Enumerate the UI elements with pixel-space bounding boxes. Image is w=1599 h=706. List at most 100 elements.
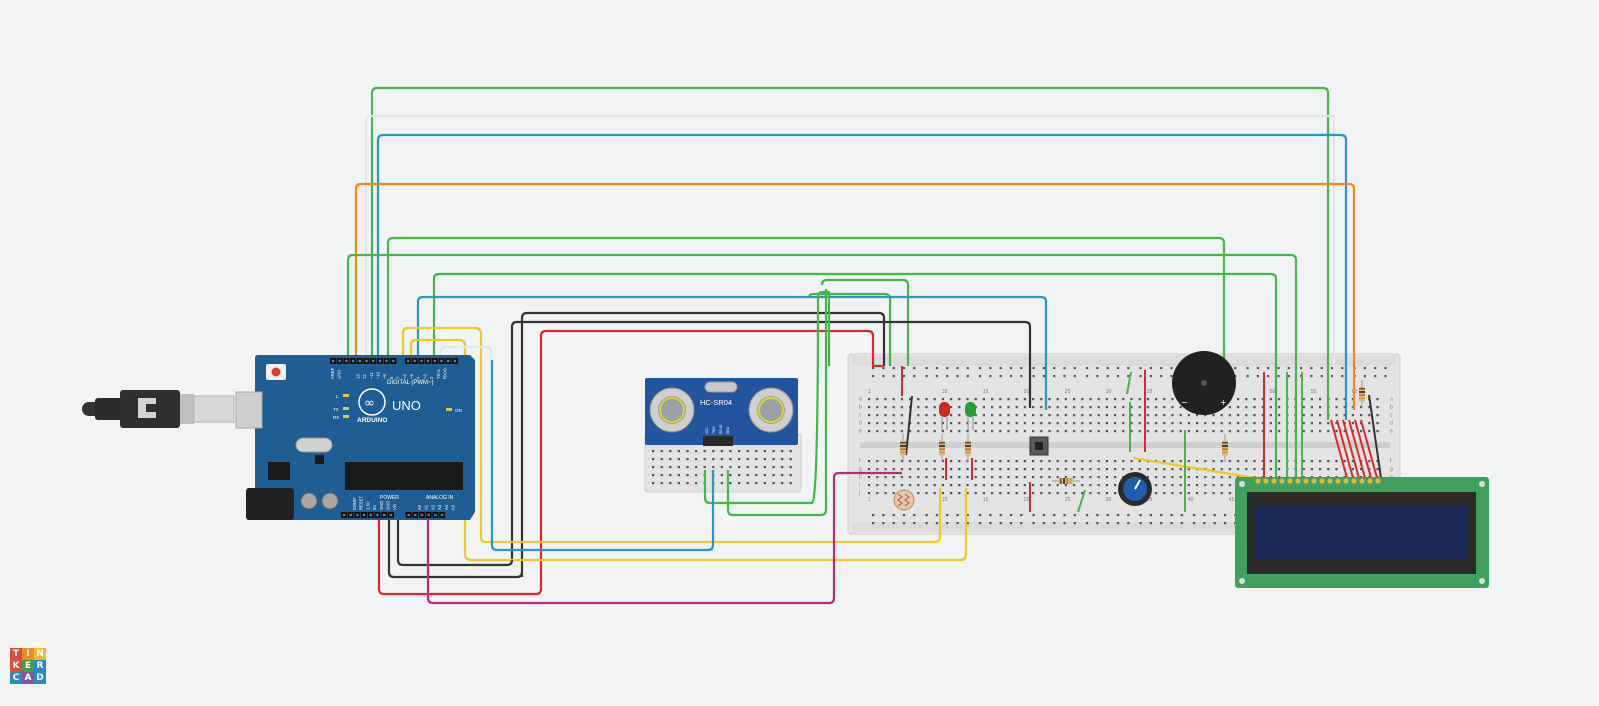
digital-pin-label: TX>1	[436, 368, 441, 379]
wire-green-sensor-trig[interactable]	[703, 290, 831, 505]
analog-pin-label: A0	[417, 504, 422, 510]
usb-cable	[82, 390, 235, 428]
resistor-led-green[interactable]	[965, 434, 971, 462]
column-number: 50	[1270, 389, 1276, 395]
wire-red-gnd[interactable]	[377, 520, 543, 596]
push-button[interactable]	[1029, 436, 1049, 456]
sensor-pin-label: TRIG	[712, 426, 716, 434]
wire-green-sensor-echo[interactable]	[820, 278, 910, 366]
mini-breadboard	[644, 433, 802, 493]
analog-pin-label: A4	[444, 504, 449, 510]
wire-magenta-a1[interactable]	[426, 471, 902, 605]
column-number: 10	[942, 497, 948, 503]
column-number: 25	[1065, 497, 1071, 503]
hc-sr04-sensor[interactable]: HC-SR04 VCC TRIG ECHO GND	[645, 378, 798, 446]
row-letter: e	[1390, 429, 1393, 435]
digital-pin-label: 13	[355, 374, 360, 379]
column-number: 15	[983, 497, 989, 503]
wire-blue-button[interactable]	[416, 295, 1048, 410]
logo-letter: D	[34, 672, 46, 684]
logo-letter: C	[10, 672, 22, 684]
led-green[interactable]	[965, 402, 976, 430]
row-letter: f	[1390, 459, 1392, 465]
sensor-label: HC-SR04	[700, 398, 732, 407]
wire-red-5v[interactable]	[539, 329, 884, 590]
led-red[interactable]	[939, 402, 950, 430]
digital-pin-label: GND	[337, 370, 342, 379]
power-label: POWER	[380, 495, 399, 501]
row-letter: i	[859, 483, 860, 489]
column-number: 35	[1147, 497, 1153, 503]
row-letter: h	[859, 475, 862, 481]
wire-yellow-led-red[interactable]	[401, 326, 942, 544]
wire-green-lcd-2[interactable]	[432, 272, 1278, 478]
wire-white-top[interactable]	[364, 114, 1336, 420]
wire-green-top[interactable]	[370, 86, 1330, 420]
column-number: 45	[1229, 497, 1235, 503]
column-number: 10	[942, 389, 948, 395]
buzzer-minus-label: −	[1181, 398, 1188, 407]
digital-pin-label: ~10	[376, 371, 381, 379]
buzzer-plus-label: +	[1220, 398, 1227, 407]
resistor-button[interactable]	[1052, 478, 1080, 484]
column-number: 35	[1147, 389, 1153, 395]
wire-green-lcd-1[interactable]	[346, 253, 1298, 478]
lcd-16x2[interactable]	[1235, 477, 1489, 588]
digital-pin-label: ~6	[402, 374, 407, 379]
analog-pin-label: A2	[430, 504, 435, 510]
wire-black-gnd-2[interactable]	[396, 520, 514, 567]
wire-black-gnd-1[interactable]	[387, 520, 524, 579]
digital-pwm-label: DIGITAL (PWM~)	[387, 380, 434, 386]
wire-green-sensor-vcc[interactable]	[726, 289, 828, 517]
wire-black-button[interactable]	[510, 320, 1032, 560]
analog-pin-label: A1	[424, 504, 429, 510]
row-letter: a	[859, 397, 862, 403]
wire-yellow-pot[interactable]	[1132, 456, 1256, 480]
logo-letter: R	[34, 660, 46, 672]
row-letter: b	[859, 405, 862, 411]
led-rx-label: RX	[333, 415, 339, 420]
digital-pin-label: 2	[429, 376, 434, 379]
row-letter: d	[1390, 421, 1393, 427]
arduino-brand: ARDUINO	[357, 417, 387, 424]
column-number: 1	[868, 389, 871, 395]
led-on-label: ON	[455, 408, 462, 413]
wire-green-buzzer[interactable]	[386, 236, 1226, 395]
sensor-pin-label: ECHO	[719, 424, 723, 434]
led-l-label: L	[336, 394, 339, 399]
power-pin-label: 5V	[372, 505, 377, 510]
wire-white-pin2[interactable]	[439, 345, 493, 360]
resistor-lcd-backlight[interactable]	[1359, 380, 1365, 408]
resistor-buzzer[interactable]	[1222, 434, 1228, 462]
logo-letter: A	[22, 672, 34, 684]
column-number: 30	[1106, 497, 1112, 503]
digital-pin-label: 8	[389, 376, 394, 379]
piezo-buzzer[interactable]: − +	[1172, 351, 1236, 415]
column-number: 20	[1024, 497, 1030, 503]
row-letter: c	[859, 413, 862, 419]
resistor-led-red[interactable]	[939, 434, 945, 462]
resistor-ldr[interactable]	[900, 434, 906, 462]
wire-orange-top[interactable]	[354, 182, 1356, 410]
row-letter: c	[1390, 413, 1393, 419]
analog-pin-label: A5	[451, 504, 456, 510]
analog-pin-label: A3	[437, 504, 442, 510]
sensor-pin-label: GND	[726, 426, 730, 434]
digital-pin-label: ~3	[422, 374, 427, 379]
column-number: 25	[1065, 389, 1071, 395]
arduino-model: UNO	[392, 398, 421, 413]
column-number: 55	[1311, 389, 1317, 395]
arduino-uno-board[interactable]: AREF GND 13 12 ~11 ~10 ~9 8 7 ~6 ~5 4 ~3 2 TX>1 RX<0IOR…	[235, 355, 475, 520]
wire-blue-sensor-gnd[interactable]	[490, 360, 715, 552]
row-letter: a	[1390, 397, 1393, 403]
potentiometer[interactable]	[1118, 472, 1152, 506]
row-letter: g	[1390, 467, 1393, 473]
photoresistor[interactable]	[893, 489, 915, 511]
power-pin-label: GND	[386, 501, 391, 510]
wire-black-ldr[interactable]	[520, 311, 886, 577]
wire-blue-top[interactable]	[376, 133, 1348, 420]
digital-pin-label: ~9	[382, 374, 387, 379]
column-number: 20	[1024, 389, 1030, 395]
power-pin-label: 3.3V	[365, 501, 370, 510]
